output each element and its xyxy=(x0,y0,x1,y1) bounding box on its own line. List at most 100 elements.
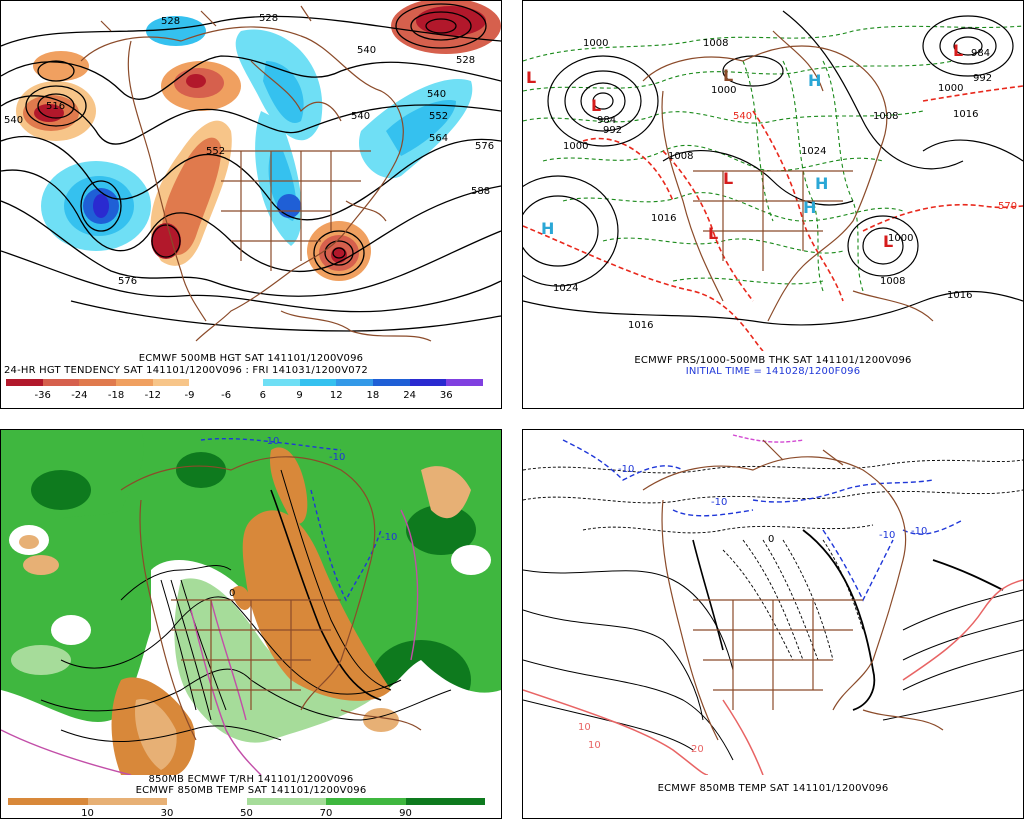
low-pressure-mark: L xyxy=(526,68,536,87)
scale-label: 70 xyxy=(319,808,333,819)
contour-label: 588 xyxy=(471,186,490,197)
scale-label: 9 xyxy=(296,390,303,401)
isotherm-label: -10 xyxy=(911,526,927,537)
isobar-label: 1016 xyxy=(953,109,978,120)
low-pressure-mark: L xyxy=(591,96,601,115)
isotherm-label: -10 xyxy=(879,530,895,541)
scale-label: -12 xyxy=(144,390,161,401)
thickness-label: 570 xyxy=(998,201,1017,212)
isotherm-label: -10 xyxy=(711,497,727,508)
scale-swatch xyxy=(299,379,337,386)
caption-500mb-height: ECMWF 500MB HGT SAT 141101/1200V096 xyxy=(138,353,364,364)
panel-500mb-height: 528 528 540 528 540 516 552 576 540 552 … xyxy=(0,0,502,409)
isobar-label: 1016 xyxy=(651,213,676,224)
scale-label: 18 xyxy=(366,390,380,401)
high-pressure-mark: H xyxy=(541,219,554,238)
scale-swatch xyxy=(152,379,190,386)
caption-850mb-t-rh: 850MB ECMWF T/RH 141101/1200V096 xyxy=(148,774,354,785)
isotherm-labels: -10 -10 0 -10 xyxy=(229,436,397,599)
scale-swatch xyxy=(409,379,447,386)
humidity-color-scale xyxy=(8,798,485,805)
scale-swatch xyxy=(6,379,43,386)
caption-height-tendency: 24-HR HGT TENDENCY SAT 141101/1200V096 :… xyxy=(4,365,368,376)
low-pressure-mark: L xyxy=(953,41,963,60)
scale-label: 90 xyxy=(399,808,412,819)
isobar-label: 992 xyxy=(973,73,992,84)
very-cold-isotherm xyxy=(732,434,804,443)
contour-label: 540 xyxy=(427,89,446,100)
scale-label: 36 xyxy=(439,390,453,401)
thickness-contours-cold xyxy=(523,25,1023,292)
isobar-label: 1024 xyxy=(801,146,826,157)
isobar-label: 1024 xyxy=(553,283,578,294)
scale-label: 50 xyxy=(240,808,253,819)
contour-label: 528 xyxy=(456,55,475,66)
caption-850mb-temperature: ECMWF 850MB TEMP SAT 141101/1200V096 xyxy=(657,783,889,794)
scale-swatch xyxy=(42,379,80,386)
contour-label: 552 xyxy=(206,146,225,157)
isotherm-label: -10 xyxy=(381,532,397,543)
isobar-label: 1008 xyxy=(873,111,898,122)
contour-label: 576 xyxy=(118,276,137,287)
scale-label: 24 xyxy=(403,390,416,401)
caption-initial-time: INITIAL TIME = 141028/1200F096 xyxy=(685,366,861,377)
isotherm-label: -10 xyxy=(263,436,279,447)
temperature-map: -10 -10 -10 -10 0 10 10 20 xyxy=(523,434,1023,775)
scale-label: -36 xyxy=(34,390,51,401)
caption-pressure-thickness: ECMWF PRS/1000-500MB THK SAT 141101/1200… xyxy=(634,355,912,366)
high-pressure-mark: H xyxy=(808,71,821,90)
geography-outlines xyxy=(642,439,944,741)
isobars xyxy=(523,10,1023,326)
relative-humidity-map: -10 -10 0 -10 xyxy=(1,430,501,775)
isobar-labels: 1000 1008 1000 992 984 1000 1008 1016 10… xyxy=(553,38,992,331)
scale-label: 6 xyxy=(259,390,267,401)
isotherm-label: 20 xyxy=(691,744,704,755)
isobar-label: 1016 xyxy=(947,290,972,301)
pressure-centers: L L L L L H H H H L L xyxy=(526,41,963,251)
scale-swatch xyxy=(326,798,406,805)
contour-label: 528 xyxy=(161,16,180,27)
panel-850mb-temperature: -10 -10 -10 -10 0 10 10 20 ECMWF 850MB T… xyxy=(522,429,1024,819)
panel-850mb-temp-rh: -10 -10 0 -10 850MB ECMWF T/RH 141101/12… xyxy=(0,429,502,819)
warm-isotherms xyxy=(523,579,1023,775)
low-pressure-mark: L xyxy=(883,232,893,251)
thickness-labels: 570 540 xyxy=(733,111,1017,212)
humidity-shading xyxy=(1,430,501,775)
scale-swatch xyxy=(246,798,326,805)
tendency-color-scale xyxy=(6,379,483,386)
geography-outlines xyxy=(120,456,422,741)
map-850mb-temperature: -10 -10 -10 -10 0 10 10 20 xyxy=(523,430,1023,775)
geography-outlines xyxy=(642,30,934,322)
scale-swatch xyxy=(446,379,483,386)
map-850mb-rh: -10 -10 0 -10 xyxy=(1,430,501,775)
height-contour-labels: 528 528 540 528 540 516 552 576 540 552 … xyxy=(4,13,494,287)
isobar-label: 1000 xyxy=(583,38,608,49)
isobar-label: 1008 xyxy=(703,38,728,49)
high-pressure-mark: H xyxy=(803,198,816,217)
isotherm-label: 10 xyxy=(578,722,591,733)
isobar-label: 992 xyxy=(603,125,622,136)
isobar-label: 984 xyxy=(597,115,616,126)
scale-swatch xyxy=(79,379,117,386)
isobar-label: 1008 xyxy=(880,276,905,287)
isotherms xyxy=(523,529,1023,761)
height-rises-shading xyxy=(41,16,473,251)
cold-isotherms xyxy=(200,437,382,602)
map-500mb-height: 528 528 540 528 540 516 552 576 540 552 … xyxy=(1,1,501,351)
scale-label: 12 xyxy=(329,390,343,401)
humidity-scale-labels: 10 30 50 70 90 xyxy=(8,808,485,820)
scale-swatch xyxy=(336,379,373,386)
scale-label: -6 xyxy=(221,390,232,401)
isobar-label: 1000 xyxy=(888,233,913,244)
scale-swatch xyxy=(167,798,247,805)
height-tendency-map: 528 528 540 528 540 516 552 576 540 552 … xyxy=(1,1,501,342)
caption-850mb-temp: ECMWF 850MB TEMP SAT 141101/1200V096 xyxy=(135,785,367,796)
warm-isotherms xyxy=(1,509,419,775)
scale-label: -9 xyxy=(184,390,195,401)
thickness-label: 540 xyxy=(733,111,752,122)
scale-swatch xyxy=(8,798,88,805)
scale-swatch xyxy=(87,798,167,805)
contour-label: 516 xyxy=(46,101,65,112)
scale-label: 10 xyxy=(81,808,94,819)
contour-label: 564 xyxy=(429,133,448,144)
